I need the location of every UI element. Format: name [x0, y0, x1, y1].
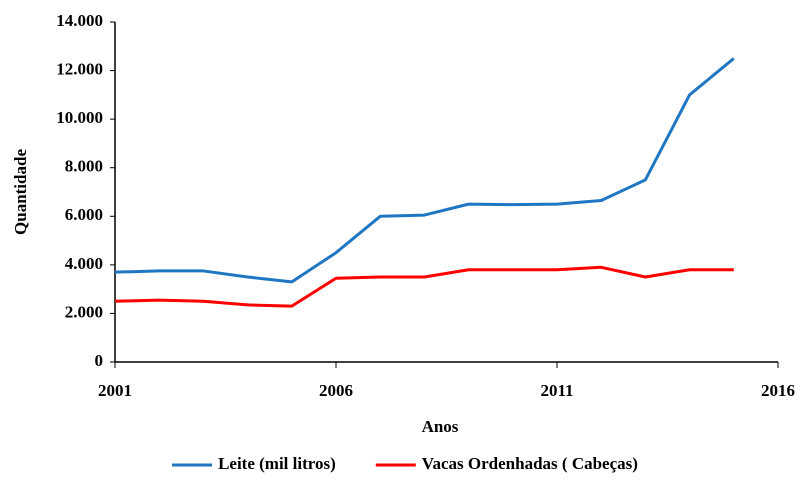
legend-label: Vacas Ordenhadas ( Cabeças) [422, 454, 638, 473]
y-tick-label: 10.000 [56, 108, 103, 127]
y-tick-label: 4.000 [65, 254, 103, 273]
x-axis-title: Anos [422, 417, 459, 436]
y-tick-label: 12.000 [56, 59, 103, 78]
y-axis-title: Quantidade [11, 149, 30, 235]
x-tick-label: 2016 [761, 381, 795, 400]
x-tick-label: 2001 [98, 381, 132, 400]
x-tick-label: 2006 [319, 381, 353, 400]
legend-label: Leite (mil litros) [218, 454, 336, 473]
series-line [114, 57, 735, 284]
y-tick-label: 2.000 [65, 302, 103, 321]
y-tick-label: 0 [95, 351, 104, 370]
y-tick-label: 14.000 [56, 11, 103, 30]
y-tick-label: 6.000 [65, 205, 103, 224]
y-tick-label: 8.000 [65, 157, 103, 176]
series-line [114, 265, 734, 308]
x-tick-label: 2011 [540, 381, 573, 400]
